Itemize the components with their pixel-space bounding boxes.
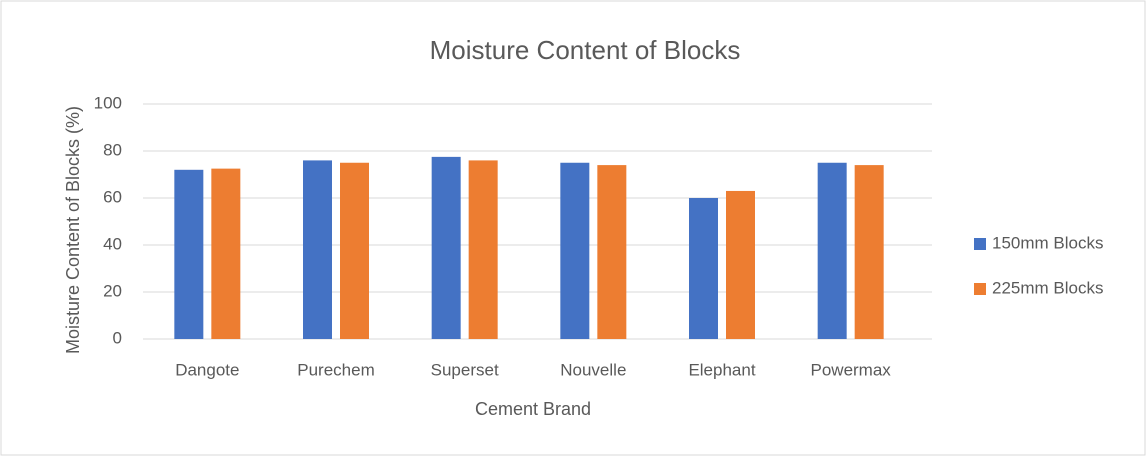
y-tick-label: 60 (103, 187, 122, 206)
bar (174, 169, 204, 339)
bar (303, 160, 332, 339)
chart-title: Moisture Content of Blocks (430, 35, 741, 65)
bar (211, 168, 241, 339)
bar (597, 165, 627, 339)
bar (726, 190, 755, 339)
x-tick-label: Dangote (175, 360, 239, 379)
x-tick-label: Purechem (297, 360, 374, 379)
y-axis-label: Moisture Content of Blocks (%) (63, 106, 83, 354)
legend-label: 150mm Blocks (992, 233, 1103, 252)
bar (854, 165, 884, 339)
x-tick-label: Elephant (688, 360, 755, 379)
y-tick-label: 40 (103, 234, 122, 253)
y-tick-label: 20 (103, 281, 122, 300)
x-tick-label: Nouvelle (560, 360, 626, 379)
bar (340, 162, 369, 339)
y-tick-label: 80 (103, 140, 122, 159)
legend-swatch (974, 283, 986, 295)
legend-swatch (974, 238, 986, 250)
y-tick-label: 0 (113, 328, 122, 347)
bar (817, 162, 847, 339)
x-tick-label: Superset (431, 360, 499, 379)
legend-label: 225mm Blocks (992, 278, 1103, 297)
bar (560, 162, 590, 339)
x-axis-label: Cement Brand (475, 399, 591, 419)
bar (431, 156, 461, 339)
bar (468, 160, 498, 339)
x-tick-label: Powermax (811, 360, 892, 379)
y-tick-label: 100 (94, 93, 122, 112)
bar (689, 198, 718, 339)
